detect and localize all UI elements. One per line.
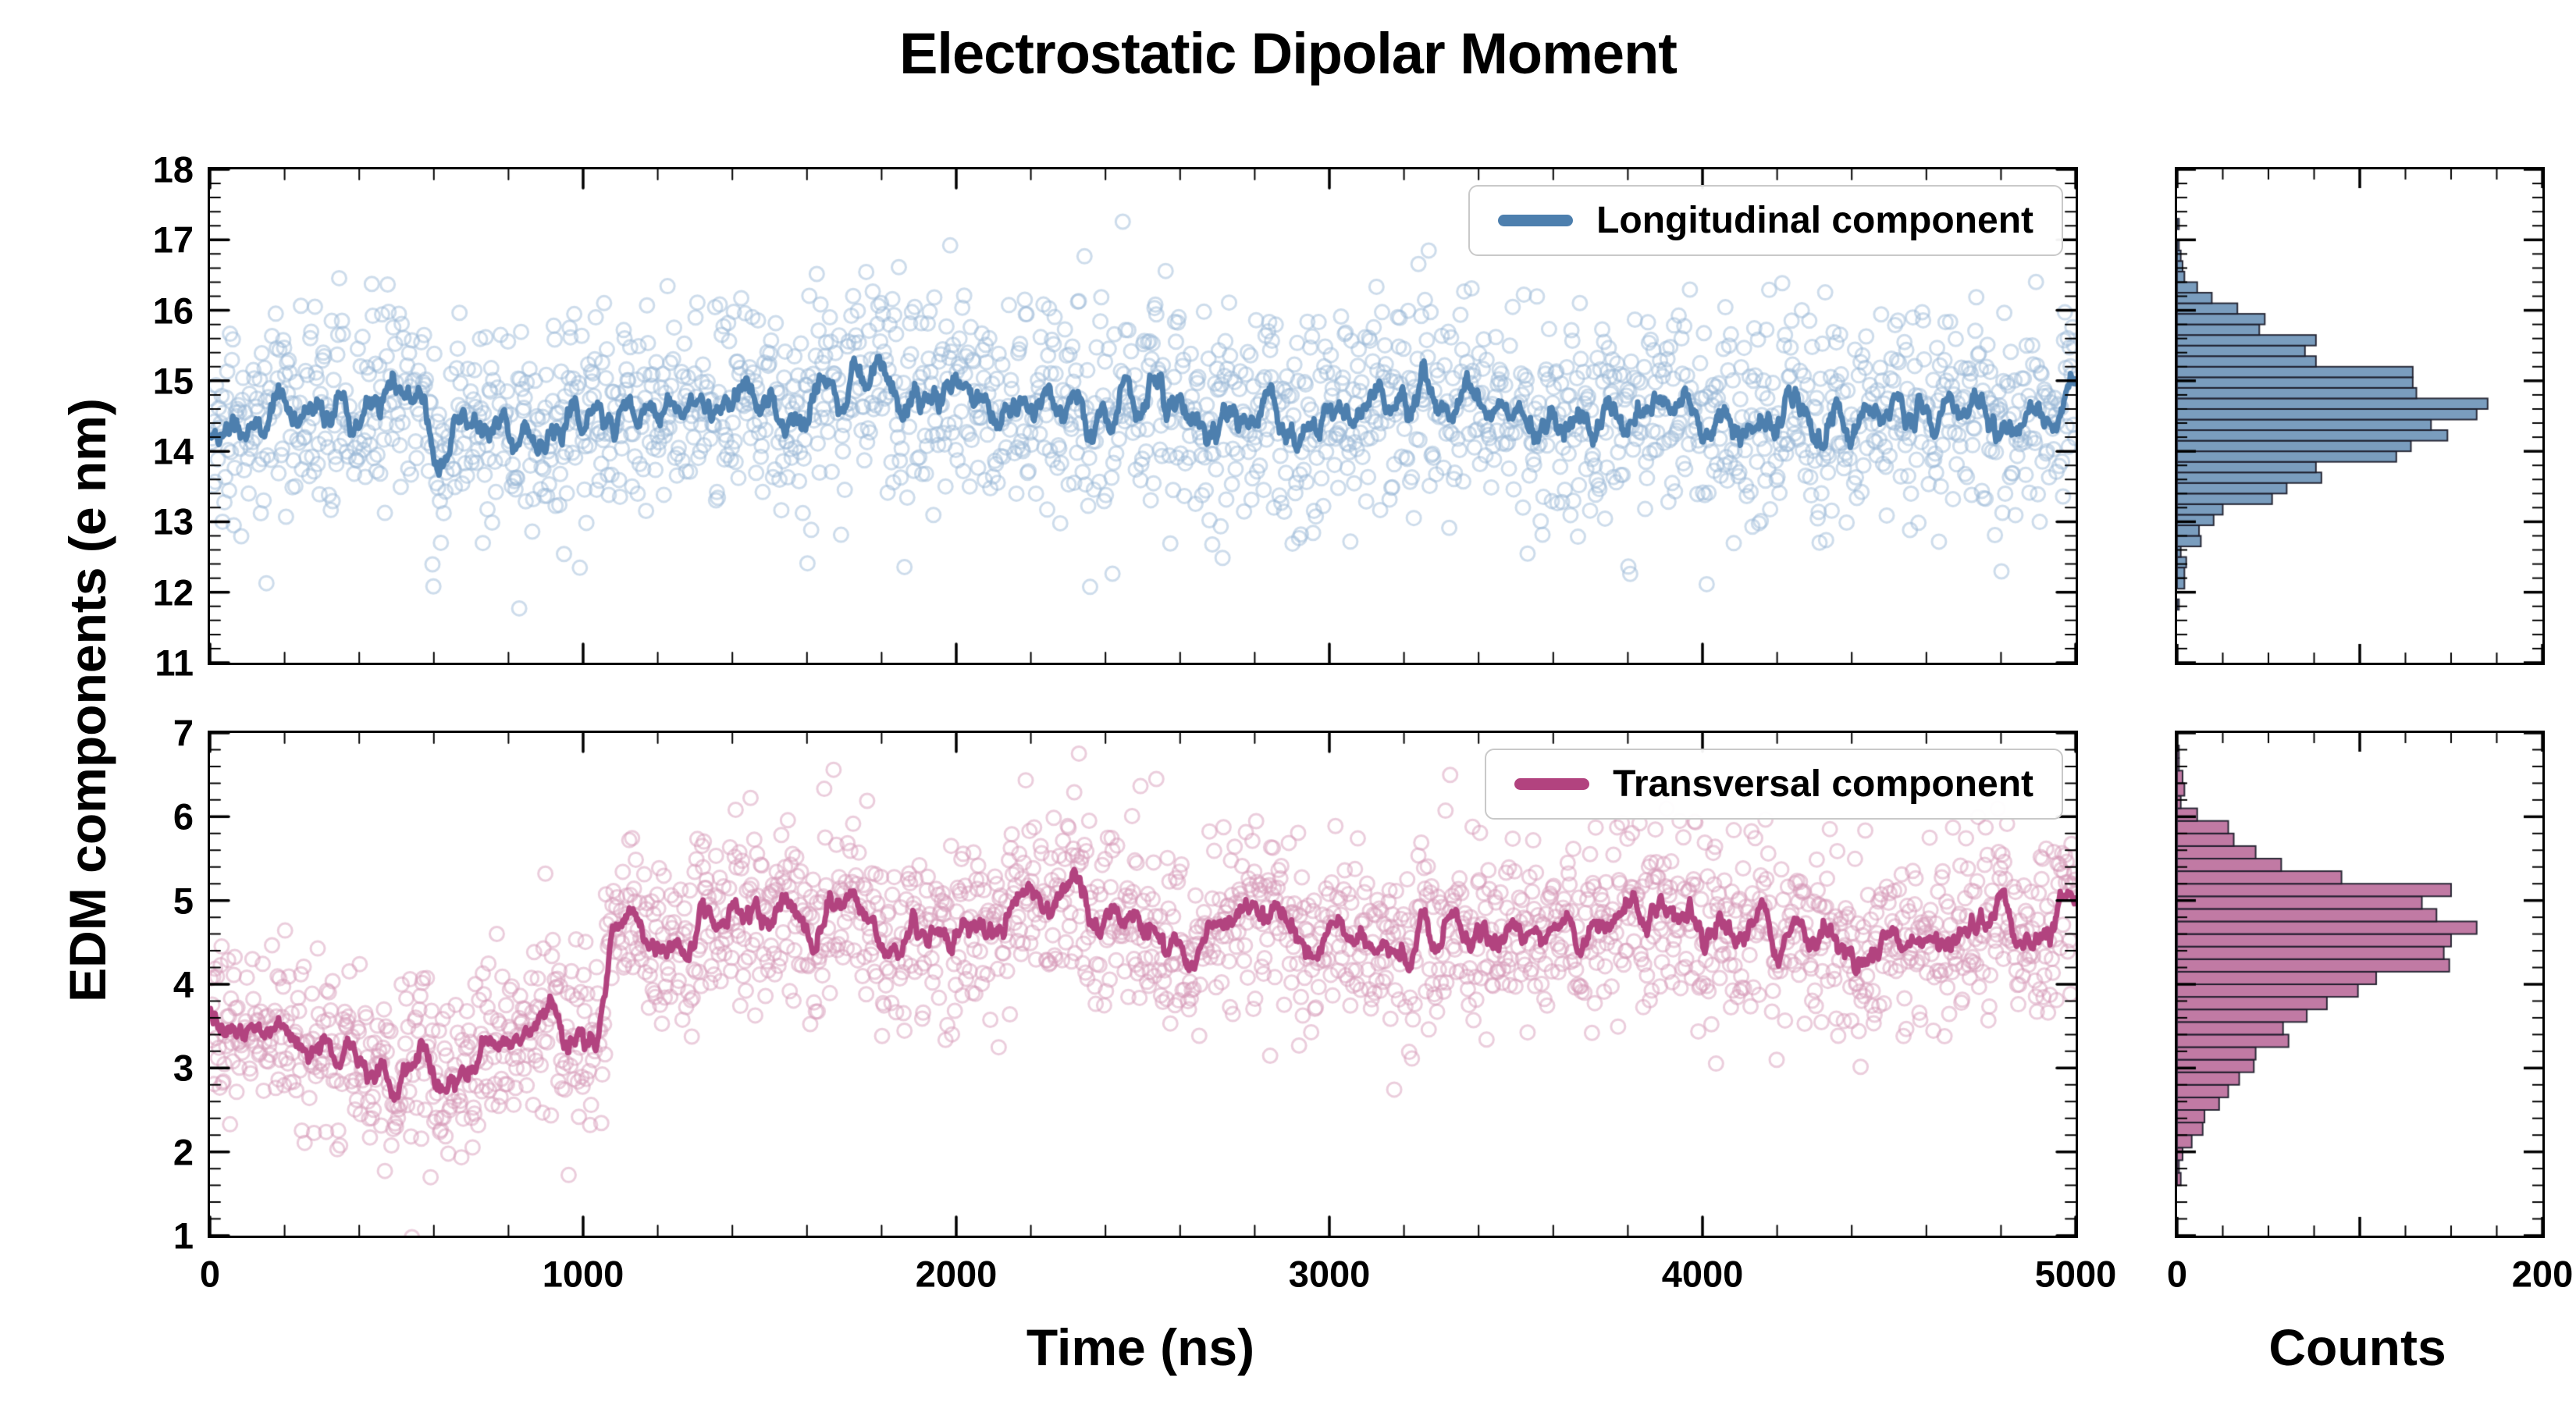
tick-label: 2000 bbox=[915, 1253, 998, 1295]
tick-label: 4000 bbox=[1661, 1253, 1744, 1295]
tick-label: 200 bbox=[2511, 1253, 2574, 1295]
tick-label: 4 bbox=[173, 963, 194, 1005]
transversal-timeseries-panel: Transversal component bbox=[208, 731, 2078, 1238]
x-axis-label: Time (ns) bbox=[1026, 1318, 1255, 1376]
tick-label: 16 bbox=[152, 290, 194, 332]
counts-axis-label: Counts bbox=[2268, 1318, 2446, 1376]
longitudinal-histogram-panel bbox=[2175, 167, 2545, 665]
longitudinal-legend: Longitudinal component bbox=[1468, 185, 2063, 256]
tick-label: 0 bbox=[199, 1253, 221, 1295]
tick-label: 1000 bbox=[542, 1253, 624, 1295]
figure-title: Electrostatic Dipolar Moment bbox=[899, 21, 1678, 86]
longitudinal-legend-swatch bbox=[1498, 215, 1574, 226]
tick-label: 13 bbox=[152, 500, 194, 542]
transversal-histogram-canvas bbox=[2177, 733, 2542, 1236]
tick-label: 0 bbox=[2166, 1253, 2188, 1295]
tick-label: 11 bbox=[155, 642, 194, 684]
tick-label: 5000 bbox=[2034, 1253, 2117, 1295]
transversal-histogram-panel bbox=[2175, 731, 2545, 1238]
tick-label: 17 bbox=[152, 219, 194, 261]
tick-label: 3000 bbox=[1288, 1253, 1371, 1295]
tick-label: 15 bbox=[152, 360, 194, 402]
transversal-legend-swatch bbox=[1514, 778, 1590, 790]
tick-label: 14 bbox=[152, 430, 194, 472]
tick-label: 12 bbox=[152, 571, 194, 614]
y-axis-label: EDM components (e nm) bbox=[59, 398, 116, 1002]
tick-label: 2 bbox=[173, 1131, 194, 1173]
longitudinal-legend-label: Longitudinal component bbox=[1596, 200, 2033, 241]
tick-label: 5 bbox=[173, 880, 194, 922]
tick-label: 7 bbox=[173, 712, 194, 754]
tick-label: 1 bbox=[173, 1215, 194, 1257]
longitudinal-histogram-canvas bbox=[2177, 169, 2542, 663]
transversal-legend: Transversal component bbox=[1485, 749, 2063, 820]
transversal-legend-label: Transversal component bbox=[1613, 763, 2033, 805]
tick-label: 3 bbox=[173, 1047, 194, 1089]
tick-label: 6 bbox=[173, 795, 194, 838]
tick-label: 18 bbox=[152, 148, 194, 190]
longitudinal-timeseries-panel: Longitudinal component bbox=[208, 167, 2078, 665]
